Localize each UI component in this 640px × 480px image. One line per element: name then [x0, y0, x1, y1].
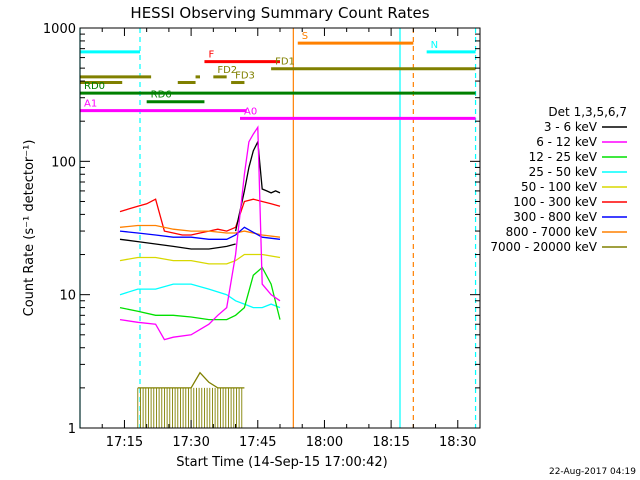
series-line-3: [234, 139, 281, 232]
y-tick-label: 100: [51, 155, 76, 170]
flag-label-rd0: RD0: [84, 81, 105, 92]
legend-entry-label: 25 - 50 keV: [529, 165, 598, 179]
y-tick-label: 1: [68, 422, 76, 437]
legend-entry-label: 100 - 300 keV: [513, 195, 597, 209]
legend-entry-label: 7000 - 20000 keV: [490, 240, 597, 254]
legend-entry-label: 6 - 12 keV: [536, 135, 598, 149]
y-axis-label: Count Rate (s⁻¹ detector⁻¹): [22, 140, 37, 317]
x-tick-label: 17:15: [106, 435, 143, 450]
series-line-5: [119, 283, 281, 309]
series-line-0: [119, 198, 281, 236]
flag-label-fd2: FD2: [217, 65, 237, 76]
flag-label-a1: A1: [84, 99, 97, 110]
series-line-7: [119, 125, 281, 341]
legend-entry-label: 800 - 7000 keV: [506, 225, 598, 239]
series-line-3: [119, 238, 236, 250]
series-line-4: [119, 253, 281, 265]
y-tick-label: 1000: [43, 22, 76, 37]
x-tick-label: 17:45: [239, 435, 276, 450]
y-tick-label: 10: [59, 289, 76, 304]
legend-entry-label: 300 - 800 keV: [513, 210, 597, 224]
legend-entry-label: 50 - 100 keV: [521, 180, 598, 194]
x-tick-label: 18:00: [306, 435, 343, 450]
axis-ticks: 17:15 17:30 17:45 18:00 18:15 18:30 1 10 100 1000: [43, 22, 480, 450]
flag-label-n: N: [431, 40, 438, 51]
x-tick-label: 18:15: [372, 435, 409, 450]
chart-title: HESSI Observing Summary Count Rates: [130, 4, 429, 22]
flag-label-a0: A0: [244, 106, 257, 117]
footer-timestamp: 22-Aug-2017 04:19: [549, 467, 636, 477]
flag-label-fd3: FD3: [235, 71, 255, 82]
legend-entry-label: 3 - 6 keV: [544, 120, 598, 134]
series-line-6: [119, 266, 281, 321]
flag-label-rd6: RD6: [151, 90, 172, 101]
flag-label-fd1: FD1: [275, 57, 295, 68]
series-line-2: [119, 226, 281, 240]
series-line-8: [137, 371, 245, 389]
x-tick-label: 18:30: [439, 435, 476, 450]
series-line-1: [119, 224, 281, 238]
flag-label-f: F: [208, 50, 214, 61]
flag-label-s: S: [302, 31, 308, 42]
x-axis-label: Start Time (14-Sep-15 17:00:42): [176, 455, 387, 470]
legend-entry-label: 12 - 25 keV: [529, 150, 598, 164]
legend-title: Det 1,3,5,6,7: [548, 105, 627, 119]
x-tick-label: 17:30: [172, 435, 209, 450]
